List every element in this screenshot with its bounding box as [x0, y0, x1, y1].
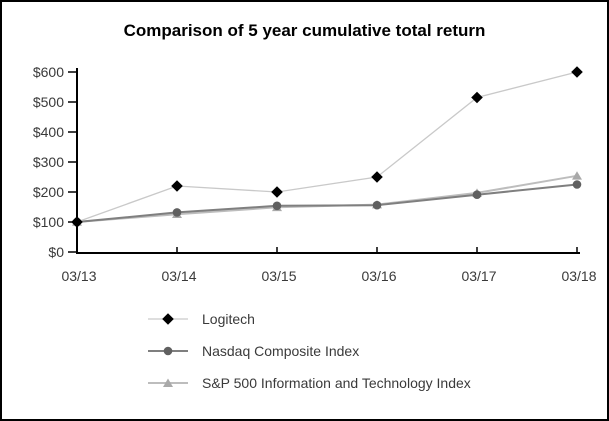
series-marker-circle [172, 208, 182, 217]
series-marker-diamond [171, 180, 183, 192]
legend-item-logitech: Logitech [148, 311, 471, 327]
legend-label-nasdaq: Nasdaq Composite Index [202, 343, 360, 359]
series-marker-circle [472, 190, 482, 199]
series-line [76, 183, 578, 223]
x-tick-label: 03/18 [561, 268, 596, 284]
series-marker-diamond [271, 186, 283, 198]
y-tick-label: $200 [33, 184, 64, 200]
y-tick-label: $400 [33, 124, 64, 140]
triangle-marker-icon [163, 378, 173, 387]
legend-label-logitech: Logitech [202, 311, 255, 327]
circle-marker-icon [163, 346, 173, 356]
y-tick-label: $0 [48, 244, 64, 260]
sp500it-series-marker-icon [148, 378, 188, 387]
legend: Logitech Nasdaq Composite Index S&P 500 … [148, 311, 471, 407]
legend-label-sp500it: S&P 500 Information and Technology Index [202, 375, 471, 391]
x-tick-label: 03/14 [161, 268, 196, 284]
x-tick-label: 03/15 [261, 268, 296, 284]
series-marker-diamond [371, 171, 383, 183]
nasdaq-series-marker-icon [148, 346, 188, 356]
series-marker-diamond [471, 91, 483, 104]
series-line [76, 71, 578, 223]
y-tick-label: $600 [33, 64, 64, 80]
diamond-marker-icon [162, 313, 174, 325]
y-tick-label: $300 [33, 154, 64, 170]
legend-item-sp500it: S&P 500 Information and Technology Index [148, 375, 471, 391]
series-marker-circle [272, 201, 282, 211]
y-tick-label: $500 [33, 94, 64, 110]
legend-item-nasdaq: Nasdaq Composite Index [148, 343, 471, 359]
chart-title: Comparison of 5 year cumulative total re… [123, 21, 486, 40]
series-marker-diamond [71, 216, 83, 228]
x-tick-label: 03/17 [461, 268, 496, 284]
series-marker-diamond [571, 66, 583, 78]
y-tick-label: $100 [33, 214, 64, 230]
series-marker-circle [372, 200, 382, 210]
series-marker-triangle [572, 171, 582, 180]
x-tick-label: 03/13 [61, 268, 96, 284]
logitech-series-marker-icon [148, 313, 188, 325]
x-tick-label: 03/16 [361, 268, 396, 284]
series-marker-circle [572, 180, 582, 189]
